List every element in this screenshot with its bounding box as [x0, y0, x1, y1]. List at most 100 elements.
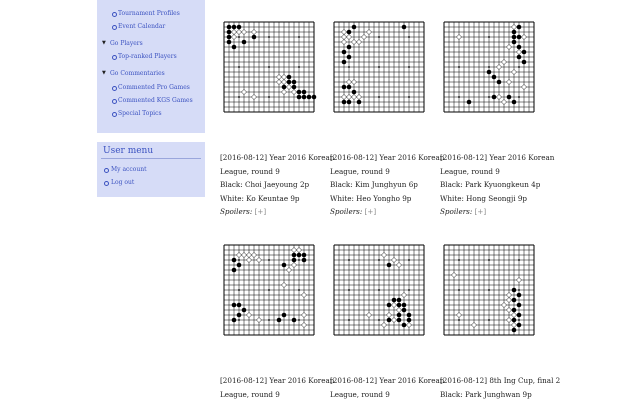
game-board[interactable]: [440, 241, 538, 339]
game-title-line[interactable]: [2016-08-12] Year 2016 Korean: [330, 374, 450, 388]
black-stone: [397, 318, 402, 323]
black-stone: [512, 40, 517, 45]
black-stone: [237, 313, 242, 318]
star-point: [298, 36, 300, 38]
sidebar-item-tournament-profiles[interactable]: Tournament Profiles: [118, 10, 180, 17]
game-board[interactable]: [440, 18, 538, 116]
game-round-line[interactable]: League, round 9: [220, 388, 340, 401]
game-round-line[interactable]: League, round 9: [330, 388, 450, 401]
game-board[interactable]: [220, 241, 318, 339]
star-point: [378, 36, 380, 38]
game-title-line[interactable]: [2016-08-12] Year 2016 Korean: [220, 151, 340, 165]
black-stone: [512, 30, 517, 35]
game-title-line[interactable]: [2016-08-12] Year 2016 Korean: [330, 151, 450, 165]
white-stone: [291, 247, 296, 252]
game-round-line[interactable]: League, round 9: [440, 165, 560, 179]
star-point: [408, 259, 410, 261]
black-stone: [342, 50, 347, 55]
sidebar-item-event-calendar[interactable]: Event Calendar: [118, 23, 165, 30]
game-title-line[interactable]: [2016-08-12] Year 2016 Korean: [220, 374, 340, 388]
black-stone: [402, 303, 407, 308]
black-stone: [522, 50, 527, 55]
black-stone: [347, 55, 352, 60]
star-point: [268, 259, 270, 261]
spoilers-row: Spoilers: [+]: [330, 205, 450, 219]
game-board[interactable]: [330, 18, 428, 116]
game-round-line[interactable]: League, round 9: [330, 165, 450, 179]
white-stone: [391, 302, 396, 307]
star-point: [488, 259, 490, 261]
black-stone: [512, 328, 517, 333]
white-stone: [251, 94, 256, 99]
black-stone: [397, 298, 402, 303]
white-stone: [396, 262, 401, 267]
black-stone: [227, 40, 232, 45]
game-caption: [2016-08-12] Year 2016 Korean League, ro…: [440, 151, 560, 219]
black-stone: [512, 298, 517, 303]
black-stone: [402, 323, 407, 328]
star-point: [518, 259, 520, 261]
white-player: White: Ko Keuntae 9p: [220, 192, 340, 206]
white-stone: [511, 312, 516, 317]
white-stone: [256, 317, 261, 322]
white-stone: [241, 29, 246, 34]
white-stone: [341, 39, 346, 44]
sidebar-item-top-ranked-players[interactable]: Top-ranked Players: [118, 53, 177, 60]
spoilers-row: Spoilers: [+]: [440, 205, 560, 219]
black-player: Black: Kim Junghyun 6p: [330, 178, 450, 192]
black-stone: [302, 90, 307, 95]
game-board[interactable]: [330, 241, 428, 339]
white-stone: [366, 312, 371, 317]
black-stone: [517, 293, 522, 298]
sidebar-item-special-topics[interactable]: Special Topics: [118, 110, 162, 117]
star-point: [238, 36, 240, 38]
white-stone: [241, 252, 246, 257]
black-stone: [282, 85, 287, 90]
black-player: Black: Park Junghwan 9p: [440, 388, 560, 401]
black-stone: [302, 253, 307, 258]
black-stone: [287, 75, 292, 80]
star-point: [408, 66, 410, 68]
black-stone: [237, 263, 242, 268]
game-caption: [2016-08-12] Year 2016 Korean League, ro…: [220, 151, 340, 219]
game-caption: [2016-08-12] 8th Ing Cup, final 2 Black:…: [440, 374, 560, 401]
sidebar-item-commented-kgs-games[interactable]: Commented KGS Games: [118, 97, 193, 104]
game-round-line[interactable]: League, round 9: [220, 165, 340, 179]
spoilers-toggle[interactable]: [+]: [365, 207, 377, 216]
log-out-link[interactable]: Log out: [111, 179, 134, 186]
black-stone: [512, 318, 517, 323]
black-stone: [292, 80, 297, 85]
star-point: [458, 319, 460, 321]
black-stone: [287, 80, 292, 85]
black-stone: [397, 303, 402, 308]
spoilers-toggle[interactable]: [+]: [255, 207, 267, 216]
black-player: Black: Choi Jaeyoung 2p: [220, 178, 340, 192]
game-title-line[interactable]: [2016-08-12] Year 2016 Korean: [440, 151, 560, 165]
white-stone: [341, 29, 346, 34]
black-stone: [292, 258, 297, 263]
black-stone: [397, 313, 402, 318]
white-stone: [281, 89, 286, 94]
sidebar-item-go-players[interactable]: ▼Go Players: [110, 40, 143, 47]
white-player: White: Heo Yongho 9p: [330, 192, 450, 206]
white-stone: [496, 94, 501, 99]
star-point: [298, 289, 300, 291]
star-point: [238, 289, 240, 291]
white-stone: [356, 39, 361, 44]
black-stone: [282, 263, 287, 268]
black-stone: [242, 308, 247, 313]
star-point: [378, 289, 380, 291]
black-stone: [307, 95, 312, 100]
black-stone: [277, 318, 282, 323]
game-board[interactable]: [220, 18, 318, 116]
star-point: [268, 96, 270, 98]
white-stone: [301, 322, 306, 327]
black-stone: [282, 313, 287, 318]
sidebar-item-commented-pro-games[interactable]: Commented Pro Games: [118, 84, 190, 91]
my-account-link[interactable]: My account: [111, 166, 147, 173]
star-point: [238, 259, 240, 261]
sidebar-item-go-commentaries[interactable]: ▼Go Commentaries: [110, 70, 165, 77]
white-stone: [386, 312, 391, 317]
game-title-line[interactable]: [2016-08-12] 8th Ing Cup, final 2: [440, 374, 560, 388]
spoilers-toggle[interactable]: [+]: [475, 207, 487, 216]
